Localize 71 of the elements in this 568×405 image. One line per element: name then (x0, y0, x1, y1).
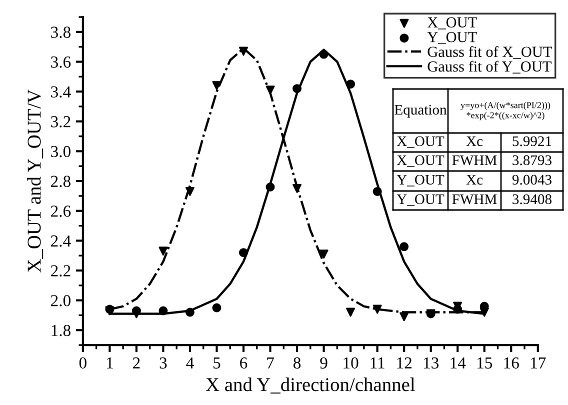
x-tick-label: 8 (294, 357, 301, 369)
legend-label: X_OUT (427, 17, 477, 30)
annotation: 3.9408 (512, 194, 552, 204)
annotation: Xc (466, 136, 483, 146)
annotation: Y_OUT (396, 174, 444, 186)
annotation: X_OUT (396, 136, 444, 148)
annotation: y=yo+(A/(w*sart(PI/2))) *exp(-2*((x-xc/w)^2) (460, 102, 550, 120)
point (158, 306, 168, 316)
point (185, 186, 194, 196)
point (372, 186, 382, 196)
y-tick-label: 2.8 (51, 176, 70, 188)
annotation: FWHM (452, 155, 497, 166)
x-tick-label: 16 (504, 357, 519, 369)
x-tick-label: 10 (344, 357, 358, 369)
y-tick-label: 3.2 (51, 116, 70, 128)
point (132, 306, 141, 316)
point (319, 250, 328, 259)
point (185, 308, 194, 317)
y-tick-label: 3.8 (51, 26, 70, 38)
annotation: FWHM (452, 194, 497, 204)
annotation: X_OUT (396, 155, 444, 167)
y-tick-label: 3.4 (51, 86, 71, 98)
x-tick-label: 1 (106, 357, 113, 368)
y-tick-label: 2.0 (51, 295, 70, 306)
point (346, 308, 356, 317)
annotation: Y_OUT (396, 194, 444, 206)
point (266, 86, 275, 95)
y-tick-label: 3.0 (51, 146, 70, 158)
x-tick-label: 4 (186, 357, 194, 368)
annotation: Equation (394, 104, 447, 118)
point (400, 312, 409, 322)
legend-label: Y_OUT (427, 32, 477, 44)
y-axis-title: X_OUT and Y_OUT/V (27, 89, 44, 272)
y-tick-label: 2.6 (51, 206, 71, 217)
y-tick-label: 2.2 (51, 265, 70, 277)
x-tick-label: 3 (160, 357, 167, 369)
x-tick-label: 15 (478, 357, 492, 369)
x-tick-label: 13 (424, 357, 439, 369)
x-axis-title: X and Y_direction/channel (206, 378, 415, 394)
point (372, 304, 382, 314)
point (346, 80, 356, 89)
y-tick-label: 1.8 (52, 324, 70, 336)
y-tick-label: 2.4 (51, 235, 71, 247)
annotation: Xc (466, 174, 483, 185)
legend-label: Gauss fit of X_OUT (428, 46, 552, 59)
x-tick-label: 12 (397, 357, 412, 368)
x-tick-label: 14 (450, 357, 466, 368)
point (400, 242, 409, 252)
legend-label: Gauss fit of Y_OUT (428, 60, 552, 74)
point (239, 46, 248, 56)
point (292, 84, 302, 94)
x-tick-label: 5 (214, 358, 220, 369)
x-tick-label: 6 (240, 357, 248, 369)
point (212, 303, 222, 312)
annotation: 3.8793 (512, 155, 552, 166)
annotation: 9.0043 (512, 174, 552, 185)
point (453, 304, 462, 314)
point (426, 309, 436, 318)
annotation: 5.9921 (512, 136, 552, 146)
x-tick-label: 11 (370, 357, 384, 368)
point (158, 246, 168, 256)
x-tick-label: 7 (267, 358, 274, 368)
point (319, 50, 328, 59)
x-tick-label: 9 (320, 357, 328, 369)
point (292, 184, 302, 193)
y-tick-label: 3.6 (51, 56, 71, 68)
x-tick-label: 0 (79, 357, 86, 369)
point (266, 182, 275, 192)
x-tick-label: 2 (133, 357, 140, 368)
x-tick-label: 17 (531, 357, 546, 368)
point (239, 248, 248, 258)
